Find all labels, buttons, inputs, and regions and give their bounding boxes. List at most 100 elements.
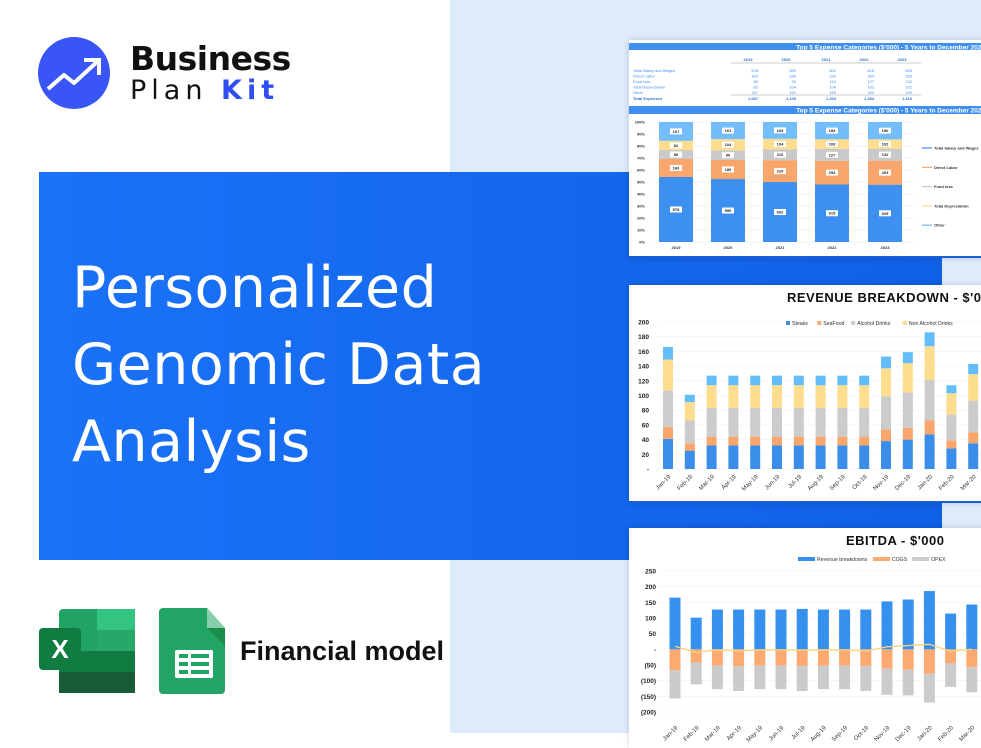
data-label: 103 [829, 142, 836, 147]
bar-segment [690, 649, 702, 663]
bar-segment [775, 649, 787, 666]
bar-segment [706, 445, 717, 469]
bar-segment [837, 385, 848, 408]
bar-segment [815, 407, 826, 437]
ebitda-line [674, 643, 972, 654]
cell-value: 104 [829, 85, 836, 90]
bar-segment [754, 665, 766, 690]
bar-segment [837, 436, 848, 446]
y-tick-label: 50 [649, 631, 657, 638]
bar-segment [839, 665, 851, 690]
bar-segment [859, 385, 870, 408]
ebitda-card: EBITDA - $'000 (200) (150) (100) (50) - 50 100 1… [629, 528, 981, 748]
bar-segment [902, 392, 913, 428]
x-tick-label: Aug-19 [810, 725, 828, 743]
bar-segment [902, 669, 914, 696]
bar-segment [669, 649, 681, 671]
data-label: 578 [673, 207, 680, 212]
brand-kit: Kit [221, 75, 280, 106]
cell-value: 160 [751, 74, 758, 79]
data-label: 263 [882, 170, 889, 175]
data-label: 184 [829, 128, 836, 133]
cell-value: 254 [867, 74, 874, 79]
y-tick-label: 140 [638, 364, 649, 371]
x-tick-label: 2022 [828, 245, 838, 250]
x-tick-label: Feb-20 [937, 725, 955, 743]
bar-segment [750, 385, 761, 408]
x-tick-label: Jan-20 [917, 474, 935, 492]
title-line: Genomic Data [72, 332, 486, 398]
bar-segment [881, 668, 893, 695]
x-tick-label: Apr-19 [721, 474, 738, 491]
y-tick-label: 50% [637, 180, 645, 185]
y-tick-label: 200 [638, 320, 649, 327]
bar-segment [968, 432, 979, 444]
chart-header-bar [629, 106, 981, 114]
x-tick-label: Apr-19 [726, 725, 743, 742]
y-tick-label: 120 [638, 378, 649, 385]
data-label-bg [826, 210, 838, 217]
bar-segment [860, 649, 872, 666]
bar-segment [728, 375, 739, 386]
bar-segment [793, 445, 804, 469]
bar-segment [750, 407, 761, 437]
bar-segment [881, 429, 891, 442]
bar-segment [966, 604, 978, 650]
data-label-bg [826, 141, 838, 148]
financial-model-label: Financial model [240, 636, 445, 666]
bar-segment [968, 443, 979, 469]
data-label: 161 [725, 128, 732, 133]
data-label-bg [670, 164, 682, 171]
bar-segment [793, 375, 804, 386]
bar-segment [945, 663, 957, 687]
bar-segment [728, 436, 739, 446]
data-label-bg [826, 169, 838, 176]
bar-segment [669, 597, 681, 650]
excel-icon: X [39, 609, 135, 693]
total-value: 1,284 [864, 96, 875, 101]
card-bottom-bar [629, 501, 981, 503]
brand-logo: Business Plan Kit [38, 37, 338, 117]
bar-segment [684, 394, 695, 403]
data-label: 590 [725, 208, 732, 213]
bar-segment [968, 363, 979, 375]
cell-value: 590 [789, 68, 796, 73]
y-tick-label: 60 [642, 422, 650, 429]
bar-segment [881, 356, 891, 369]
bar-segment [946, 393, 957, 415]
bar-segment [663, 359, 673, 391]
data-label-bg [774, 168, 786, 175]
cell-value: 127 [867, 79, 874, 84]
legend-label: Steaks [792, 321, 808, 327]
data-label-bg [879, 127, 891, 134]
data-label: 167 [673, 129, 680, 134]
total-value: 1,067 [748, 96, 759, 101]
bar-segment [706, 385, 717, 408]
data-label: 80 [674, 152, 679, 157]
bar-segment [881, 649, 893, 669]
bar-segment [775, 609, 787, 650]
x-tick-label: Feb-19 [683, 725, 701, 743]
page-title: Personalized Genomic Data Analysis [72, 250, 485, 481]
legend-label: Revenue breakdowns [817, 557, 868, 563]
cell-value: 615 [867, 68, 874, 73]
x-tick-label: Oct-19 [852, 474, 869, 491]
x-tick-label: Jul-19 [787, 474, 803, 490]
bar-segment [711, 649, 723, 666]
data-label-bg [722, 127, 734, 134]
x-tick-label: Feb-20 [938, 474, 956, 492]
bar-segment [772, 375, 782, 386]
data-label: 169 [777, 128, 784, 133]
column-header: 2021 [822, 57, 832, 62]
x-tick-label: Mar-19 [704, 725, 722, 743]
x-tick-label: Dec-19 [894, 474, 912, 492]
row-label: Other [633, 90, 644, 95]
bar-segment [902, 352, 913, 364]
legend-label: Alcohol Drinks [857, 321, 891, 327]
legend-label: SeaFood [823, 321, 844, 327]
total-label: Total Expenses [633, 96, 663, 101]
cell-value: 190 [905, 90, 912, 95]
cell-value: 184 [867, 90, 874, 95]
bar-segment [690, 617, 702, 650]
bar-segment [860, 665, 872, 692]
